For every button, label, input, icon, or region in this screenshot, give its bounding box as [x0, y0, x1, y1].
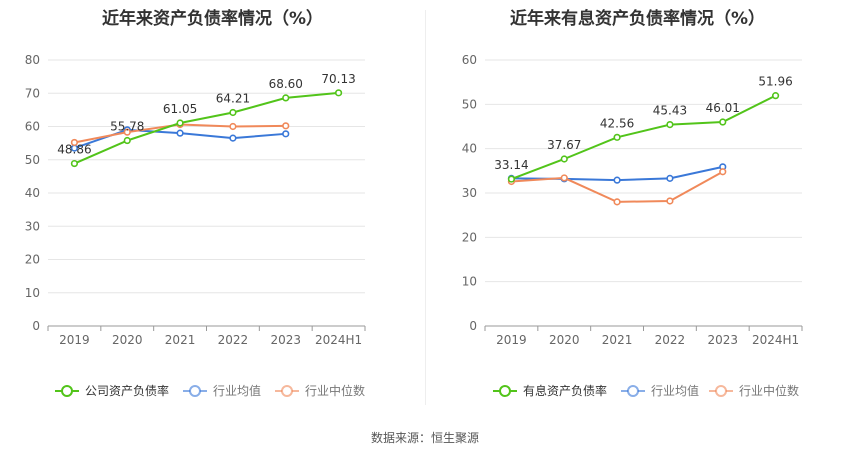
x-tick-label: 2023 — [707, 333, 738, 347]
data-label: 46.01 — [706, 101, 740, 115]
chart-plot: 0 10 20 30 40 50 60 70 80 2019 2020 2021 2022 2023 202… — [25, 53, 366, 398]
legend-label: 公司资产负债率 — [85, 383, 169, 398]
chart-panel-debt-ratio: 近年来资产负债率情况（%） 0 10 20 30 40 50 60 70 80 2019 2020 2… — [0, 0, 425, 420]
y-tick-label: 60 — [25, 120, 40, 134]
y-tick-label: 0 — [32, 319, 40, 333]
data-label: 42.56 — [600, 116, 634, 130]
data-point — [613, 133, 621, 141]
y-tick-label: 20 — [25, 253, 40, 267]
series-line — [511, 94, 777, 181]
data-label: 51.96 — [758, 75, 792, 89]
data-point — [123, 128, 131, 136]
legend-label: 行业中位数 — [305, 383, 365, 398]
data-point — [507, 175, 516, 183]
data-label: 45.43 — [653, 104, 687, 118]
data-point — [282, 122, 290, 130]
data-point — [282, 94, 290, 102]
data-point — [666, 120, 674, 129]
legend-swatch-marker — [61, 385, 73, 397]
data-label: 64.21 — [216, 92, 250, 106]
data-label: 68.60 — [269, 77, 303, 91]
x-tick-label: 2024H1 — [752, 333, 799, 347]
data-point — [613, 198, 621, 206]
y-tick-label: 50 — [25, 153, 40, 167]
data-source-label: 数据来源：恒生聚源 — [370, 431, 479, 445]
data-label: 33.14 — [494, 158, 528, 172]
series-line — [511, 170, 724, 203]
panel-divider — [425, 10, 426, 405]
y-tick-label: 40 — [462, 142, 477, 156]
x-tick-label: 2019 — [496, 333, 527, 347]
x-tick-label: 2021 — [602, 333, 633, 347]
data-point — [70, 159, 79, 168]
data-point — [613, 176, 621, 184]
chart-panel-interest-debt-ratio: 近年来有息资产负债率情况（%） 0 10 20 30 40 50 60 2019 2020 202… — [425, 0, 850, 420]
data-point — [666, 197, 674, 205]
data-label: 70.13 — [321, 72, 355, 86]
legend-swatch-marker — [499, 385, 511, 397]
x-tick-label: 2021 — [165, 333, 196, 347]
data-point — [176, 129, 184, 137]
data-point — [229, 134, 237, 142]
data-point — [560, 174, 568, 182]
y-tick-label: 60 — [462, 53, 477, 67]
x-tick-label: 2022 — [218, 333, 249, 347]
y-tick-label: 50 — [462, 97, 477, 111]
data-label: 61.05 — [163, 102, 197, 116]
data-point — [719, 118, 727, 126]
data-point — [229, 122, 237, 131]
y-tick-label: 80 — [25, 53, 40, 67]
chart-title: 近年来有息资产负债率情况（%） — [509, 9, 766, 29]
data-point — [229, 108, 237, 117]
legend-label: 行业均值 — [651, 383, 699, 398]
data-point — [123, 136, 131, 145]
data-label: 55.78 — [110, 120, 144, 134]
series-line — [74, 91, 339, 165]
x-tick-label: 2020 — [112, 333, 143, 347]
data-label: 48.86 — [57, 143, 91, 157]
legend-swatch-marker — [189, 385, 201, 397]
data-point — [560, 155, 568, 163]
y-tick-label: 40 — [25, 186, 40, 200]
y-tick-label: 0 — [469, 319, 477, 333]
legend-swatch-marker — [281, 385, 293, 397]
y-tick-label: 30 — [462, 186, 477, 200]
legend-swatch-marker — [715, 385, 727, 397]
y-tick-label: 10 — [25, 286, 40, 300]
y-tick-label: 70 — [25, 86, 40, 100]
data-point — [176, 119, 184, 127]
data-point — [334, 89, 343, 97]
legend-swatch-marker — [627, 385, 639, 397]
data-point — [666, 174, 674, 182]
data-point — [70, 138, 79, 147]
x-tick-label: 2022 — [655, 333, 686, 347]
x-tick-label: 2019 — [59, 333, 90, 347]
chart-title: 近年来资产负债率情况（%） — [101, 9, 324, 29]
legend-label: 有息资产负债率 — [523, 383, 607, 398]
x-tick-label: 2024H1 — [315, 333, 362, 347]
data-point — [719, 168, 727, 176]
data-point — [771, 92, 780, 100]
x-tick-label: 2023 — [270, 333, 301, 347]
y-tick-label: 20 — [462, 230, 477, 244]
data-point — [282, 130, 290, 138]
y-tick-label: 30 — [25, 219, 40, 233]
chart-plot: 0 10 20 30 40 50 60 2019 2020 2021 2022 2023 2024H1 3… — [462, 53, 803, 398]
y-tick-label: 10 — [462, 275, 477, 289]
legend-label: 行业中位数 — [739, 383, 799, 398]
x-tick-label: 2020 — [549, 333, 580, 347]
data-label: 37.67 — [547, 138, 581, 152]
legend-label: 行业均值 — [213, 383, 261, 398]
